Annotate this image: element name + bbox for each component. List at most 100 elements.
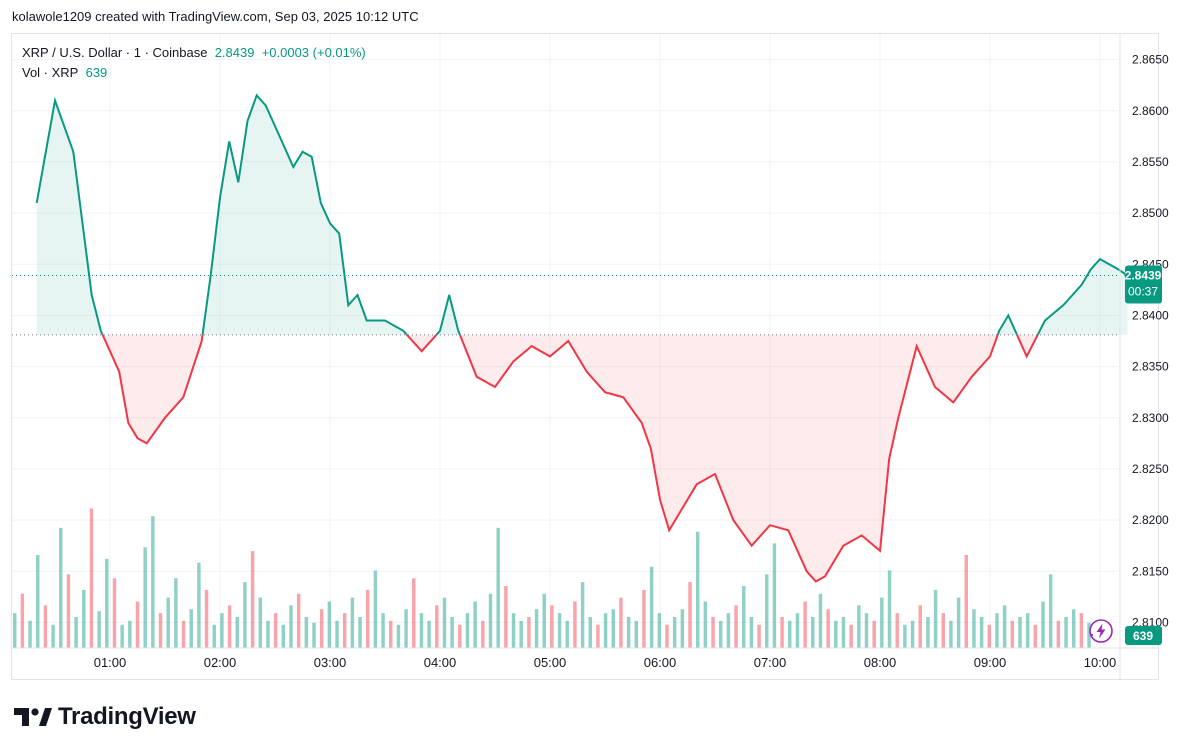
volume-bar (43, 605, 48, 648)
volume-bar (803, 601, 807, 648)
volume-bar (926, 617, 930, 648)
price-change: +0.0003 (+0.01%) (261, 45, 366, 60)
volume-bar (365, 589, 370, 648)
volume-bar (319, 609, 324, 648)
volume-bar (765, 574, 769, 648)
y-tick-label: 2.8550 (1132, 155, 1169, 169)
x-tick-label: 09:00 (974, 655, 1007, 670)
volume-bar (734, 605, 738, 648)
volume-bar (227, 605, 232, 648)
axes: 2.81002.81502.82002.82502.83002.83502.84… (12, 34, 1169, 679)
x-tick-label: 08:00 (864, 655, 897, 670)
volume-bar (212, 624, 216, 648)
volume-bar (412, 578, 416, 648)
x-tick-label: 07:00 (754, 655, 787, 670)
y-tick-label: 2.8500 (1132, 206, 1169, 220)
volume-bar (381, 613, 385, 648)
volume-bar (396, 624, 401, 648)
price-area (36, 95, 1128, 582)
chart-frame[interactable] (11, 33, 1159, 680)
volume-bar (1071, 609, 1076, 648)
volume-bar (97, 611, 101, 648)
volume-bar (197, 562, 201, 648)
volume-label[interactable]: Vol · XRP (22, 65, 79, 80)
brand-name: TradingView (58, 703, 196, 730)
volume-bar (672, 617, 677, 648)
volume-bar (987, 624, 992, 648)
y-tick-label: 2.8650 (1132, 53, 1169, 67)
volume-bar (335, 620, 339, 648)
volume-bar (841, 617, 846, 648)
y-tick-label: 2.8350 (1132, 360, 1169, 374)
volume-bar (872, 620, 876, 648)
volume-bar (519, 620, 523, 648)
volume-bar (573, 601, 577, 648)
x-tick-label: 04:00 (424, 655, 457, 670)
volume-bar (36, 555, 40, 648)
volume-bar (972, 609, 976, 648)
volume-bar (296, 593, 301, 648)
x-tick-label: 02:00 (204, 655, 237, 670)
volume-bar (588, 617, 592, 648)
volume-bar (795, 613, 800, 648)
volume-bar (665, 624, 669, 648)
volume-bar (13, 613, 17, 648)
lightning-icon[interactable] (1088, 618, 1114, 644)
volume-bar (243, 582, 247, 648)
volume-bar (788, 620, 792, 648)
volume-bar (59, 527, 63, 648)
volume-bar (903, 624, 907, 648)
volume-bar (481, 620, 485, 648)
volume-bar (258, 597, 263, 648)
volume-bar (933, 589, 938, 648)
volume-bar (757, 624, 761, 648)
volume-bar (964, 555, 968, 648)
volume-bar (342, 613, 347, 648)
volume-bar (181, 620, 186, 648)
volume-bar (442, 597, 447, 648)
volume-bar (880, 597, 884, 648)
tradingview-logo-icon (14, 708, 52, 726)
volume-tag-bg (1125, 626, 1162, 645)
volume-bar (1002, 605, 1007, 648)
symbol-label[interactable]: XRP / U.S. Dollar · 1 · Coinbase (22, 45, 208, 60)
price-tag-bg (1125, 265, 1162, 304)
volume-bar (358, 617, 362, 648)
volume-bar (427, 620, 431, 648)
y-tick-label: 2.8150 (1132, 564, 1169, 578)
volume-bar (718, 620, 723, 648)
price-tag-countdown: 00:37 (1128, 285, 1158, 299)
volume-bar (956, 597, 961, 648)
volume-bar (550, 605, 554, 648)
volume-bar (580, 582, 585, 648)
volume-bar (565, 620, 569, 648)
volume-bar (373, 570, 378, 648)
volume-bar (289, 605, 293, 648)
price-line-up (35, 93, 1129, 335)
price-area-down (36, 334, 1128, 582)
volume-bar (1041, 601, 1045, 648)
volume-bar (220, 613, 224, 648)
volume-bar (28, 620, 32, 648)
volume-bar (327, 601, 332, 648)
volume-bar (887, 570, 892, 648)
volume-bar (634, 620, 639, 648)
volume-bar (596, 624, 600, 648)
volume-bar (174, 578, 178, 648)
volume-bar (1064, 617, 1068, 648)
volume-bar (189, 609, 193, 648)
volume-bar (74, 617, 78, 648)
volume-bar (534, 609, 539, 648)
volume-bar (419, 613, 424, 648)
volume-bar (1056, 620, 1061, 648)
volume-bar (204, 589, 209, 648)
tradingview-logo[interactable]: TradingView (14, 703, 196, 731)
volume-bar (511, 613, 516, 648)
volume-bar (66, 574, 71, 648)
volume-bar (1079, 613, 1084, 648)
volume-bar (557, 613, 562, 648)
symbol-row: XRP / U.S. Dollar · 1 · Coinbase 2.8439 … (22, 43, 366, 63)
volume-bar (112, 578, 117, 648)
volume-bar (82, 589, 86, 648)
